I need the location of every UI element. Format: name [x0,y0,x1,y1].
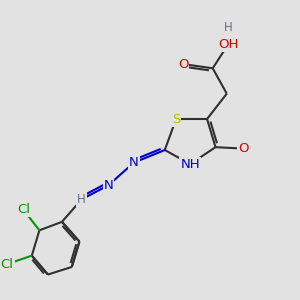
Text: H: H [77,193,86,206]
Text: O: O [178,58,188,70]
Text: N: N [129,156,139,169]
Text: O: O [238,142,249,155]
Text: OH: OH [218,38,238,51]
Text: Cl: Cl [17,203,30,216]
Text: N: N [103,179,113,192]
Text: Cl: Cl [1,258,13,271]
Text: H: H [224,21,233,34]
Text: NH: NH [180,158,200,171]
Text: S: S [172,112,180,125]
